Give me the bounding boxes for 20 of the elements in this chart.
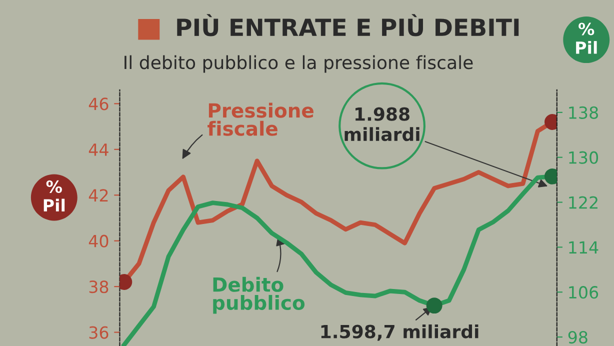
- annotation: 1.598,7 miliardi: [321, 324, 478, 341]
- annotation: 1.988 miliardi: [344, 107, 420, 142]
- chart-subtitle: Il debito pubblico e la pressione fiscale: [124, 55, 473, 73]
- chart-title: PIÙ ENTRATE E PIÙ DEBITI: [177, 14, 519, 36]
- series-label: Debito pubblico: [213, 276, 305, 314]
- y2-tick-label: 106: [569, 286, 598, 299]
- y2-tick-label: 130: [569, 151, 598, 164]
- y-tick-label: 36: [89, 326, 108, 339]
- y-axis-title: % Pil: [44, 180, 65, 212]
- y-tick-label: 40: [88, 234, 108, 248]
- y-tick-label: 42: [88, 189, 108, 202]
- y2-axis-title: % Pil: [576, 22, 597, 54]
- y2-tick-label: 98: [568, 330, 588, 344]
- y2-tick-label: 122: [569, 196, 598, 209]
- text: Pressione fiscale: [208, 102, 314, 136]
- y-tick-label: 38: [89, 280, 108, 294]
- y-tick-label: 46: [88, 98, 108, 110]
- y2-tick-label: 114: [569, 241, 598, 254]
- y-tick-label: 44: [88, 144, 108, 156]
- y2-tick-label: 138: [569, 106, 598, 119]
